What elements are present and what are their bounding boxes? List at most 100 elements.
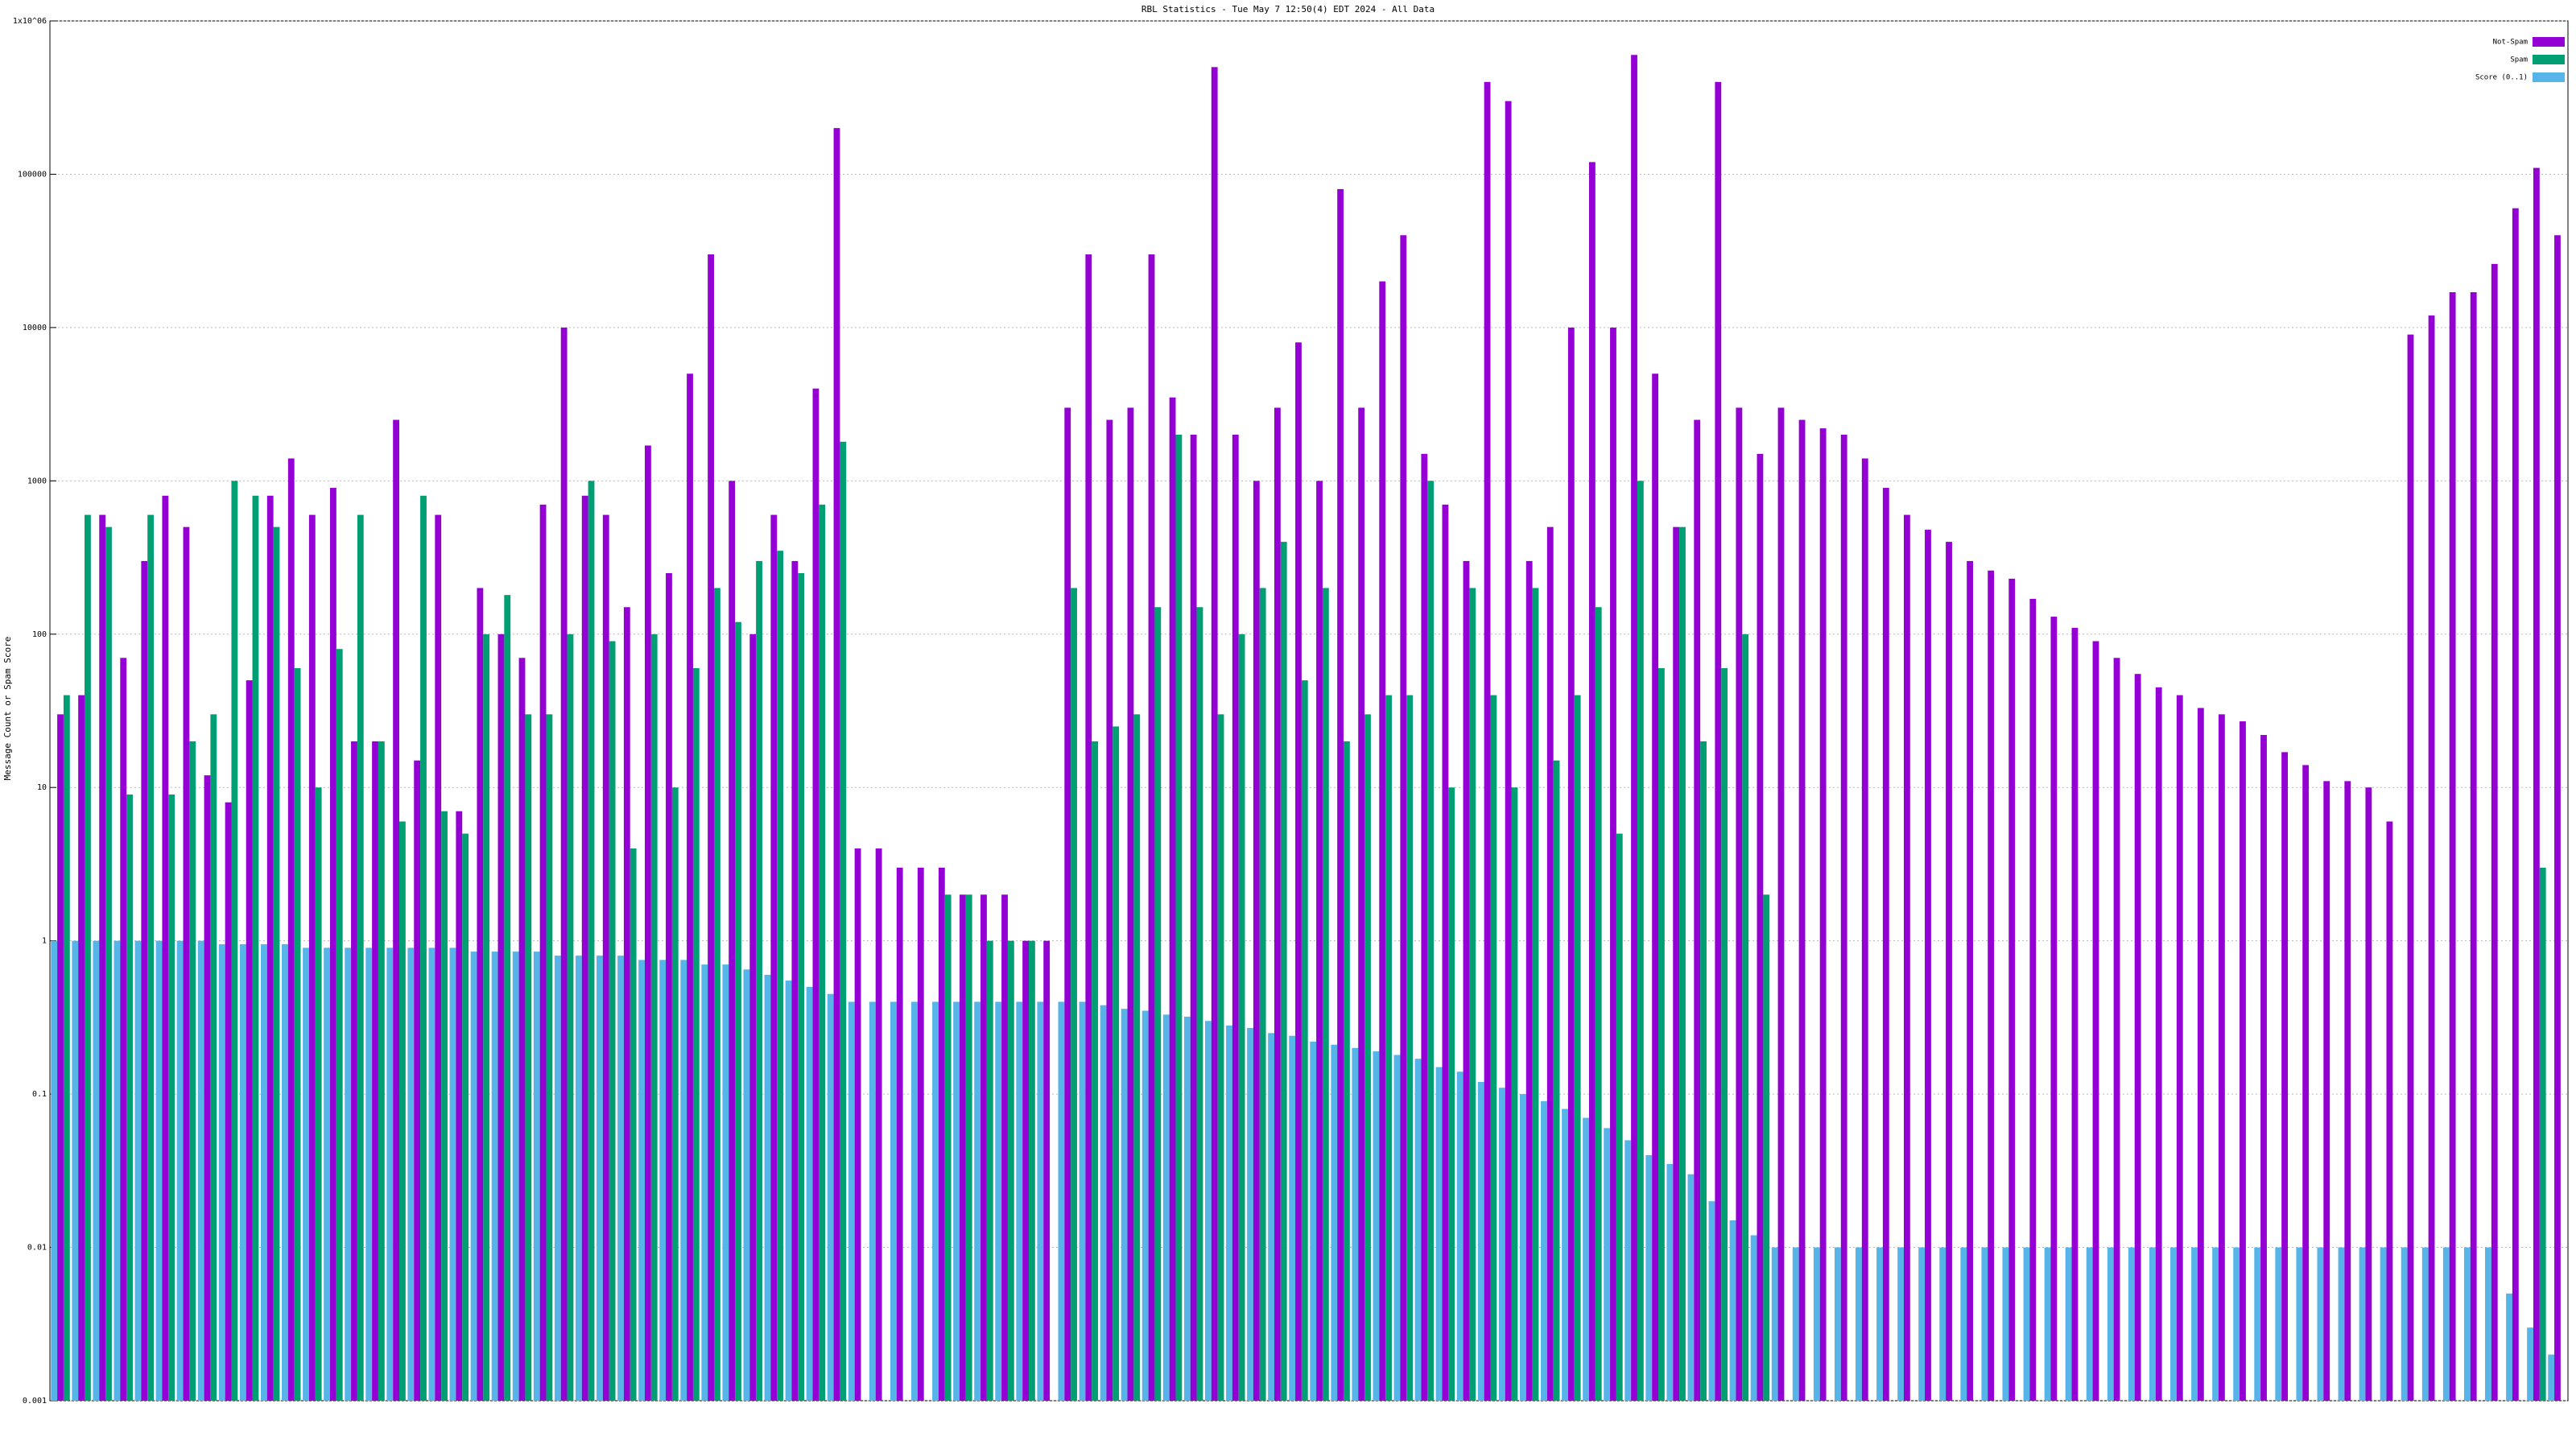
bar [525, 714, 532, 1401]
bar [708, 254, 715, 1401]
bar [833, 128, 840, 1401]
legend-label: Spam [2510, 56, 2528, 64]
bar [1043, 940, 1051, 1401]
bar [623, 607, 630, 1401]
bar [399, 821, 406, 1401]
bar [812, 388, 819, 1402]
bar [2365, 787, 2372, 1401]
y-axis-label: Message Count or Spam Score [2, 637, 13, 781]
bar [2407, 334, 2414, 1401]
bar [1897, 1247, 1904, 1401]
bar [1708, 1201, 1715, 1401]
bar [2527, 1327, 2533, 1401]
bar [99, 514, 106, 1401]
bar [1960, 1247, 1967, 1401]
bar [932, 1001, 939, 1401]
bar [1148, 254, 1155, 1401]
bar [2240, 721, 2246, 1401]
bar [155, 940, 163, 1401]
bar [1079, 1001, 1086, 1401]
bar [2002, 1247, 2009, 1401]
bar [2191, 1247, 2198, 1401]
bar [1092, 741, 1099, 1401]
bar [491, 952, 498, 1401]
bar [1798, 419, 1806, 1401]
bar [650, 634, 658, 1401]
bar [168, 794, 175, 1401]
bar [1295, 342, 1302, 1401]
bar [2491, 263, 2498, 1402]
bar [546, 714, 553, 1401]
bar [1604, 1128, 1611, 1401]
bar [1946, 542, 1952, 1401]
bar [2065, 1247, 2072, 1401]
bar [141, 560, 148, 1402]
bar [588, 481, 595, 1402]
y-tick-label: 1000 [27, 477, 47, 485]
bar [266, 495, 274, 1401]
bar [770, 514, 778, 1401]
bar [231, 481, 238, 1402]
bar [1427, 481, 1435, 1402]
bar [2044, 1247, 2051, 1401]
bar [1022, 940, 1030, 1401]
bar [644, 445, 651, 1402]
bar [1721, 668, 1728, 1401]
bar [533, 952, 540, 1401]
y-tick-label: 10 [37, 783, 47, 792]
bar [1679, 526, 1686, 1401]
bar [1106, 419, 1113, 1401]
bar [2506, 1293, 2512, 1401]
bar [93, 940, 100, 1401]
bar [1127, 407, 1134, 1401]
bar [938, 867, 945, 1401]
bar [680, 960, 687, 1401]
bar [2197, 708, 2204, 1401]
bar [2029, 598, 2037, 1401]
bar [974, 1001, 981, 1401]
bar [2421, 1247, 2429, 1401]
bar [308, 514, 316, 1401]
bar [1588, 162, 1596, 1401]
bar [1658, 668, 1665, 1401]
bar [1511, 787, 1518, 1401]
bar [2008, 578, 2016, 1401]
legend-swatch [2533, 72, 2565, 82]
bar [197, 940, 204, 1401]
bar [2134, 674, 2141, 1401]
bar [1532, 588, 1539, 1401]
bar [1456, 1071, 1463, 1401]
bar [1567, 327, 1575, 1401]
bar [85, 514, 91, 1401]
bar [1694, 419, 1701, 1401]
bar [329, 488, 336, 1401]
bar [575, 956, 582, 1401]
bar [630, 848, 637, 1401]
bar [1352, 1047, 1359, 1401]
bar [1610, 327, 1616, 1401]
bar [1400, 235, 1407, 1401]
bar [2128, 1247, 2135, 1401]
y-tick-label: 100 [32, 630, 47, 639]
bar [1162, 1014, 1170, 1401]
bar [840, 441, 847, 1402]
bar [1819, 428, 1827, 1401]
bar [1071, 588, 1077, 1401]
bar [1247, 1027, 1253, 1401]
bar [1029, 940, 1035, 1401]
y-tick-label: 0.1 [32, 1090, 47, 1099]
bar [1448, 787, 1455, 1401]
bar [1190, 435, 1197, 1401]
bar [1988, 570, 1995, 1401]
bar [1379, 281, 1386, 1402]
bar [917, 867, 924, 1401]
bar [995, 1001, 1002, 1401]
bar [1268, 1033, 1274, 1401]
bar [420, 495, 427, 1401]
bar [504, 595, 511, 1401]
bar [1490, 695, 1497, 1401]
bar [743, 969, 750, 1401]
bar [2470, 292, 2477, 1401]
bar [2155, 687, 2162, 1401]
